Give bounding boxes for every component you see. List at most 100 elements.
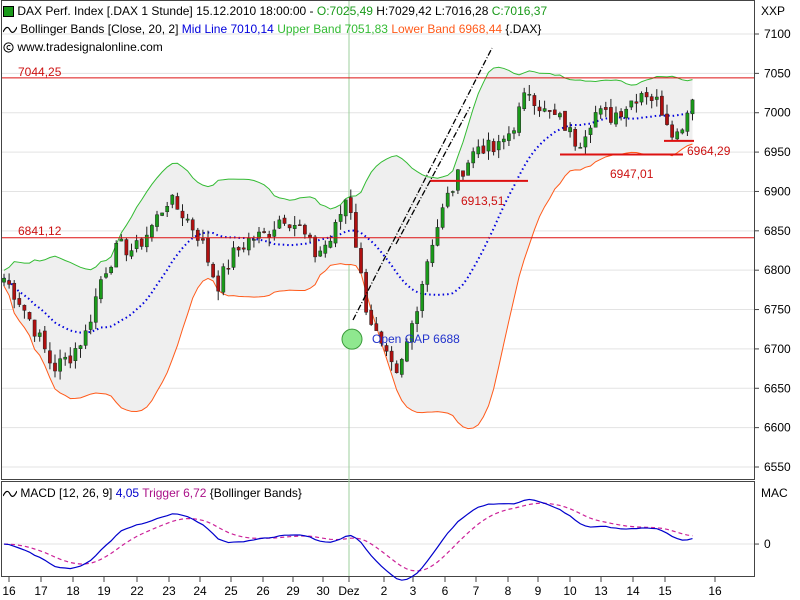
trend-line xyxy=(352,47,493,321)
candle-body xyxy=(308,234,312,238)
y-tick-label: 6600 xyxy=(764,421,791,435)
candle-body xyxy=(139,238,144,247)
candle-body xyxy=(644,92,649,98)
x-tick-label: 16 xyxy=(2,584,16,598)
x-tick-label: 7 xyxy=(473,584,480,598)
candle-body xyxy=(114,242,119,268)
candles xyxy=(2,84,695,380)
x-tick-label: 17 xyxy=(34,584,48,598)
indicator-icon xyxy=(3,490,17,497)
candle-body xyxy=(63,356,68,360)
candle-body xyxy=(558,113,562,118)
y-tick-label: 6750 xyxy=(764,303,791,317)
candle-body xyxy=(155,214,159,227)
support-label-6913: 6913,51 xyxy=(461,194,505,208)
candle-body xyxy=(639,93,644,103)
candle-body xyxy=(323,244,328,254)
y-tick-label: 6850 xyxy=(764,224,791,238)
website-label: www.tradesignalonline.com xyxy=(17,40,163,54)
candle-body xyxy=(272,229,277,237)
candle-body xyxy=(354,212,358,248)
candle-body xyxy=(603,107,608,110)
y-tick-label: 7000 xyxy=(764,106,791,120)
candle-body xyxy=(507,133,511,141)
candle-body xyxy=(343,199,348,217)
candle-body xyxy=(93,296,98,323)
candle-body xyxy=(629,100,634,108)
candle-body xyxy=(48,350,52,364)
candle-body xyxy=(481,145,486,154)
candle-body xyxy=(660,95,664,116)
candle-body xyxy=(680,129,685,134)
y-tick-label: 6800 xyxy=(764,263,791,277)
candle-body xyxy=(42,330,47,350)
candle-body xyxy=(420,284,425,311)
candle-body xyxy=(318,250,323,257)
candle-body xyxy=(185,218,190,221)
y-tick-label: 6900 xyxy=(764,184,791,198)
candle-body xyxy=(583,136,588,148)
x-tick-label: Dez xyxy=(338,584,359,598)
candle-body xyxy=(685,112,690,132)
candle-body xyxy=(440,207,445,228)
x-tick-label: 15 xyxy=(658,584,672,598)
x-tick-label: 29 xyxy=(286,584,300,598)
candle-body xyxy=(12,282,17,300)
macd-value: 4,05 xyxy=(115,486,140,500)
x-tick-label: 19 xyxy=(97,584,111,598)
candle-body xyxy=(476,146,481,155)
candle-body xyxy=(399,359,404,375)
support-label-6947: 6947,01 xyxy=(610,167,654,181)
candle-body xyxy=(445,192,450,207)
candle-body xyxy=(78,345,83,349)
candle-body xyxy=(369,309,374,325)
candle-body xyxy=(654,96,659,100)
candle-body xyxy=(32,319,37,337)
price-chart-icon xyxy=(3,6,14,17)
indicator-icon xyxy=(3,26,17,33)
candle-body xyxy=(405,341,409,362)
candle-body xyxy=(211,263,215,278)
low-value: L:7016,28 xyxy=(435,4,489,18)
x-tick-label: 8 xyxy=(505,584,512,598)
candle-body xyxy=(175,196,180,210)
upper-band-value: Upper Band 7051,83 xyxy=(277,22,388,36)
candle-body xyxy=(99,279,103,300)
gap-marker xyxy=(341,328,363,350)
candle-body xyxy=(282,217,287,224)
candle-body xyxy=(598,108,603,115)
candle-body xyxy=(450,191,455,193)
candle-body xyxy=(435,227,440,246)
currency-label: XXP xyxy=(761,4,786,18)
lower-band-line xyxy=(3,143,693,430)
candle-body xyxy=(517,106,521,133)
candle-body xyxy=(22,304,27,311)
mid-line-value: Mid Line 7010,14 xyxy=(181,22,274,36)
candle-body xyxy=(614,112,618,125)
candle-body xyxy=(221,266,226,293)
gap-label: Open GAP 6688 xyxy=(372,332,460,346)
candle-body xyxy=(552,109,557,115)
y-tick-label: 6550 xyxy=(764,460,791,474)
candle-body xyxy=(379,331,384,344)
macd-axis-label: MAC xyxy=(761,486,788,500)
candle-body xyxy=(609,107,613,123)
high-value: H:7029,42 xyxy=(376,4,432,18)
resistance-label-7044: 7044,25 xyxy=(18,65,62,79)
candle-body xyxy=(37,332,42,337)
macd-line xyxy=(3,498,693,581)
candle-body xyxy=(252,239,256,241)
x-tick-label: 25 xyxy=(224,584,238,598)
candle-body xyxy=(333,222,338,244)
candle-body xyxy=(83,330,88,346)
time-axis: 16 17 18 19 22 23 24 25 26 29 30 Dez 2 3 6 7 8 9 10 13 14 15 1… xyxy=(2,577,722,598)
candle-body xyxy=(262,231,266,233)
x-tick-label: 23 xyxy=(162,584,176,598)
trigger-value: Trigger 6,72 xyxy=(142,486,207,500)
y-tick-label: 6700 xyxy=(764,342,791,356)
candle-body xyxy=(88,321,93,330)
bollinger-title: Bollinger Bands [Close, 20, 2] xyxy=(20,22,182,36)
candle-body xyxy=(690,99,695,115)
